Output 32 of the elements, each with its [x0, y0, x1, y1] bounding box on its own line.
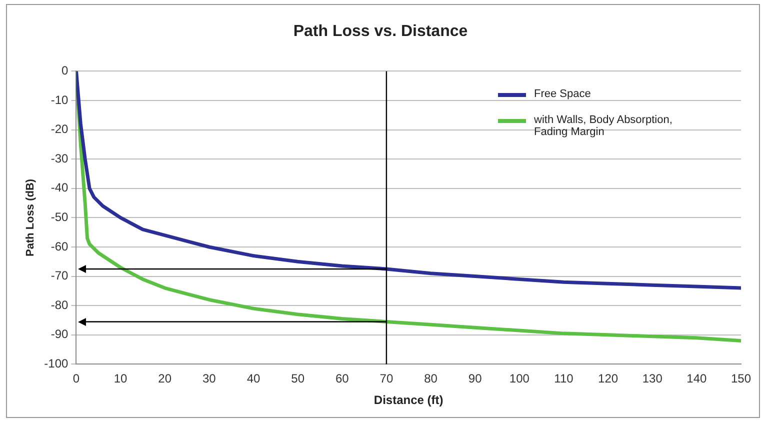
- y-tick-label: -80: [50, 298, 69, 312]
- x-tick-label: 70: [380, 372, 394, 386]
- x-tick-label: 50: [291, 372, 305, 386]
- x-tick-label: 80: [424, 372, 438, 386]
- y-tick-label: -10: [50, 92, 69, 107]
- x-tick-label: 40: [246, 372, 260, 386]
- chart-title: Path Loss vs. Distance: [293, 23, 468, 40]
- x-tick-label: 90: [468, 372, 482, 386]
- y-tick-label: -20: [50, 122, 69, 136]
- x-tick-label: 60: [335, 372, 350, 386]
- legend-label: with Walls, Body Absorption, Fading Margin: [534, 114, 674, 138]
- x-tick-label: 100: [509, 372, 530, 386]
- y-tick-label: -90: [50, 327, 69, 342]
- y-tick-label: 0: [62, 64, 69, 78]
- x-tick-label: 130: [642, 372, 663, 386]
- y-tick-label: -30: [50, 151, 69, 166]
- y-tick-label: -60: [50, 239, 69, 254]
- x-axis-title: Distance (ft): [374, 393, 444, 408]
- x-tick-label: 20: [158, 372, 172, 386]
- x-tick-label: 10: [114, 372, 128, 386]
- y-tick-label: -50: [50, 210, 69, 224]
- x-tick-label: 30: [202, 372, 216, 386]
- y-axis-title: Path Loss (dB): [24, 178, 37, 257]
- x-tick-label: 0: [72, 372, 80, 386]
- y-tick-label: -100: [44, 356, 69, 371]
- y-tick-label: -70: [50, 268, 69, 283]
- x-tick-label: 110: [554, 372, 574, 386]
- y-tick-label: -40: [50, 180, 69, 195]
- x-tick-label: 120: [598, 372, 618, 386]
- x-tick-label: 150: [730, 372, 752, 386]
- legend-label: Free Space: [534, 88, 591, 100]
- x-tick-label: 140: [686, 372, 708, 386]
